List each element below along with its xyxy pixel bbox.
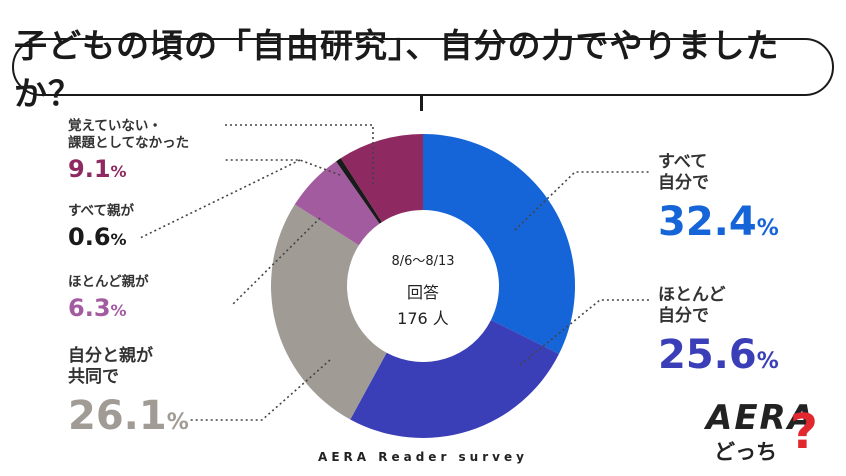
label-not-remember: 覚えていない・ 課題としてなかった 9.1% xyxy=(68,118,189,184)
label-all-parent: すべて親が 0.6% xyxy=(68,203,134,252)
pct-sign: % xyxy=(110,300,127,320)
pct-not-remember: 9.1 xyxy=(68,154,111,183)
survey-period: 8/6～8/13 xyxy=(391,254,455,269)
center-summary: 8/6～8/13 回答 176 人 xyxy=(365,250,481,329)
pct-all-parent: 0.6 xyxy=(68,222,111,251)
respondents-count: 176 人 xyxy=(397,309,449,328)
pct-sign: % xyxy=(756,348,779,374)
donut-slice-1 xyxy=(350,319,560,438)
question-bubble: 子どもの頃の「自由研究」、自分の力でやりましたか？ xyxy=(12,26,834,113)
label-mostly-parent-line1: ほとんど親が xyxy=(68,274,149,290)
label-mostly-parent: ほとんど親が 6.3% xyxy=(68,274,149,323)
label-all-self: すべて 自分で 32.4% xyxy=(658,152,779,247)
pct-sign: % xyxy=(110,161,127,181)
bubble-tail xyxy=(420,95,423,111)
label-mostly-self: ほとんど 自分で 25.6% xyxy=(658,285,779,380)
label-all-self-line1: すべて xyxy=(658,152,708,172)
label-all-parent-line1: すべて親が xyxy=(68,203,135,219)
label-mostly-self-line2: 自分で xyxy=(658,306,709,327)
pct-mostly-parent: 6.3 xyxy=(68,293,111,322)
logo-sub: どっち xyxy=(714,440,777,464)
logo-question-mark: ? xyxy=(790,404,818,460)
question-title: 子どもの頃の「自由研究」、自分の力でやりましたか？ xyxy=(14,26,780,113)
pct-mostly-self: 25.6 xyxy=(658,331,757,378)
pct-sign: % xyxy=(110,229,127,249)
label-not-remember-line1: 覚えていない・ xyxy=(68,118,162,134)
label-all-self-line2: 自分で xyxy=(658,173,709,194)
aera-docchi-logo: AERA どっち ? xyxy=(706,398,826,468)
pct-joint: 26.1 xyxy=(68,392,167,439)
label-joint-line2: 共同で xyxy=(68,367,119,388)
logo-brand: AERA xyxy=(706,398,817,438)
pct-sign: % xyxy=(756,215,779,241)
pct-all-self: 32.4 xyxy=(658,198,757,245)
respondents-label: 回答 xyxy=(406,283,439,302)
label-not-remember-line2: 課題としてなかった xyxy=(68,134,190,151)
survey-source: AERA Reader survey xyxy=(318,450,528,464)
label-joint-line1: 自分と親が xyxy=(68,346,153,366)
label-joint: 自分と親が 共同で 26.1% xyxy=(68,346,189,441)
label-mostly-self-line1: ほとんど xyxy=(658,285,726,305)
pct-sign: % xyxy=(166,409,189,435)
